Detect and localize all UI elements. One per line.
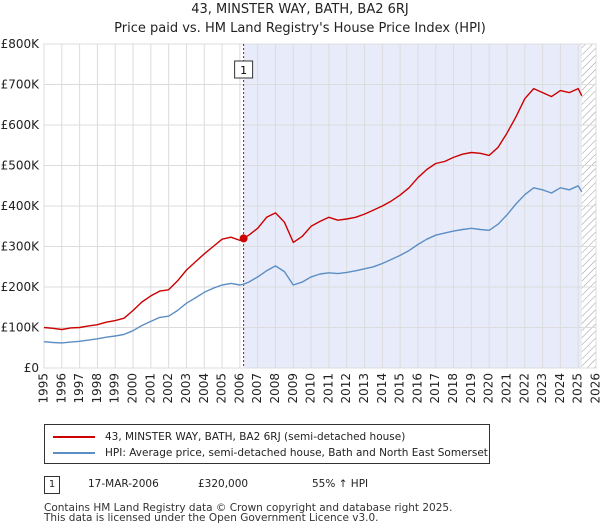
x-tick-label: 2026: [589, 373, 600, 404]
x-tick-label: 2010: [304, 373, 318, 404]
x-tick-label: 2001: [143, 373, 157, 404]
x-tick-label: 1996: [54, 373, 68, 404]
x-tick-label: 2005: [215, 373, 229, 404]
footer-copyright: Contains HM Land Registry data © Crown c…: [44, 502, 453, 514]
chart-subtitle: Price paid vs. HM Land Registry's House …: [114, 21, 486, 36]
x-tick-label: 2002: [161, 373, 175, 404]
y-axis: £0 £100K £200K £300K £400K £500K £600K £700K £80…: [1, 37, 41, 375]
x-tick-label: 1999: [108, 373, 122, 404]
x-tick-label: 2021: [499, 373, 513, 404]
legend-swatch-hpi: [53, 452, 95, 454]
legend-label-property: 43, MINSTER WAY, BATH, BA2 6RJ (semi-det…: [105, 431, 406, 443]
footer-licence: This data is licensed under the Open Gov…: [44, 512, 379, 524]
x-tick-label: 2011: [321, 373, 335, 404]
legend-label-hpi: HPI: Average price, semi-detached house,…: [105, 447, 488, 459]
legend: 43, MINSTER WAY, BATH, BA2 6RJ (semi-det…: [44, 424, 490, 464]
chart-title: 43, MINSTER WAY, BATH, BA2 6RJ: [191, 2, 409, 17]
x-tick-label: 2023: [535, 373, 549, 404]
x-tick-label: 2017: [428, 373, 442, 404]
grid-lines: [43, 43, 597, 369]
x-tick-label: 2003: [179, 373, 193, 404]
y-tick-label: £300K: [1, 240, 41, 254]
y-tick-label: £0: [24, 361, 39, 375]
series-layer: [43, 87, 583, 344]
legend-item-property: 43, MINSTER WAY, BATH, BA2 6RJ (semi-det…: [53, 429, 405, 445]
y-tick-label: £400K: [1, 199, 41, 213]
footer: Contains HM Land Registry data © Crown c…: [44, 502, 453, 524]
y-tick-label: £700K: [1, 78, 41, 92]
x-tick-label: 2012: [339, 373, 353, 404]
x-tick-label: 2007: [250, 373, 264, 404]
legend-swatch-property: [53, 436, 95, 438]
hpi-series-line: [43, 185, 583, 344]
x-tick-label: 2025: [571, 373, 585, 404]
sale-price: £320,000: [198, 478, 249, 490]
x-tick-label: 2015: [393, 373, 407, 404]
x-tick-label: 2019: [464, 373, 478, 404]
x-tick-label: 1995: [37, 373, 51, 404]
price-chart: 43, MINSTER WAY, BATH, BA2 6RJ Price pai…: [1, 2, 600, 404]
x-tick-label: 2020: [482, 373, 496, 404]
sale-date: 17-MAR-2006: [88, 478, 159, 490]
x-axis: 1995 1996 1997 1998 1999 2000 2001 2002 2003 2004…: [37, 373, 600, 404]
y-tick-label: £500K: [1, 159, 41, 173]
x-tick-label: 2014: [375, 373, 389, 404]
y-tick-label: £200K: [1, 280, 41, 294]
x-tick-label: 2022: [517, 373, 531, 404]
sale-point: [239, 234, 248, 243]
x-tick-label: 2006: [232, 373, 246, 404]
x-tick-label: 2009: [286, 373, 300, 404]
x-tick-label: 2024: [553, 373, 567, 404]
sale-marker-label: 1: [234, 60, 254, 79]
x-tick-label: 2018: [446, 373, 460, 404]
x-tick-label: 2016: [410, 373, 424, 404]
y-tick-label: £100K: [1, 321, 41, 335]
x-tick-label: 1997: [72, 373, 86, 404]
x-tick-label: 2008: [268, 373, 282, 404]
sale-number-badge: 1: [44, 476, 60, 494]
sale-hpi-change: 55% ↑ HPI: [312, 478, 369, 490]
y-tick-label: £600K: [1, 118, 41, 132]
legend-item-hpi: HPI: Average price, semi-detached house,…: [53, 445, 488, 461]
x-tick-label: 2013: [357, 373, 371, 404]
property-series-line: [43, 87, 583, 331]
x-tick-label: 2004: [197, 373, 211, 404]
x-tick-label: 1998: [90, 373, 104, 404]
svg-text:1: 1: [240, 64, 247, 77]
x-tick-label: 2000: [126, 373, 140, 404]
y-tick-label: £800K: [1, 37, 41, 51]
